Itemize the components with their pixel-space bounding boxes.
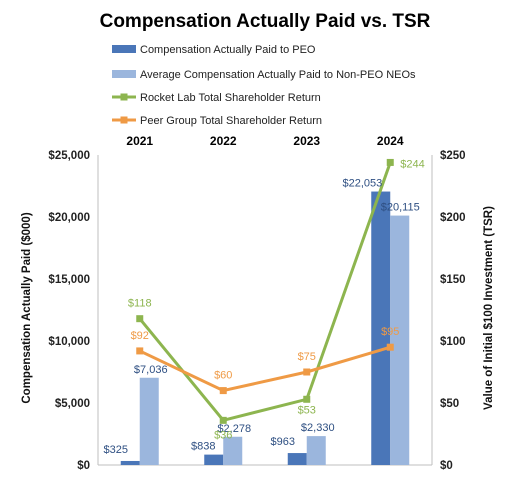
- axes: $0 $5,000 $10,000 $15,000 $20,000 $25,000 $0 $5…: [48, 134, 465, 472]
- chart-title: Compensation Actually Paid vs. TSR: [100, 11, 431, 32]
- bar-peo: [204, 454, 224, 465]
- rocket-lab-tsr-label: $244: [400, 158, 424, 170]
- bar-peo: [371, 191, 391, 466]
- y2-tick-label: $50: [440, 398, 459, 410]
- legend-swatch-0: [112, 45, 136, 53]
- bar-non-peo: [139, 377, 159, 465]
- y-tick-label: $15,000: [48, 274, 90, 286]
- legend: Compensation Actually Paid to PEO Average…: [112, 44, 416, 127]
- bar-peo: [120, 460, 140, 465]
- peer-group-tsr-label: $75: [298, 351, 316, 363]
- y-tick-label: $20,000: [48, 212, 90, 224]
- peer-group-tsr-point: [303, 368, 311, 376]
- x-category-label: 2023: [293, 134, 320, 148]
- legend-entry-0: Compensation Actually Paid to PEO: [140, 44, 316, 56]
- bar-label-non-peo: $7,036: [134, 364, 168, 376]
- bar-label-peo: $838: [191, 441, 215, 453]
- bar-non-peo: [390, 215, 410, 465]
- bar-non-peo: [223, 436, 243, 465]
- bars: [120, 191, 410, 466]
- y-tick-label: $25,000: [48, 150, 90, 162]
- bar-label-peo: $963: [271, 436, 295, 448]
- bar-label-non-peo: $2,278: [217, 423, 251, 435]
- y2-axis-label: Value of Initial $100 Investment (TSR): [483, 206, 495, 410]
- bar-non-peo: [306, 436, 326, 465]
- legend-entry-3: Peer Group Total Shareholder Return: [140, 115, 322, 127]
- legend-marker-3: [120, 116, 128, 124]
- y-axis-label: Compensation Actually Paid ($000): [21, 212, 33, 403]
- peer-group-tsr-point: [136, 347, 144, 355]
- rocket-lab-tsr-label: $36: [214, 429, 232, 441]
- rocket-lab-tsr-point: [136, 315, 144, 323]
- lines: [136, 158, 394, 424]
- bar-label-peo: $325: [104, 444, 128, 456]
- x-category-label: 2021: [126, 134, 153, 148]
- rocket-lab-tsr-point: [386, 158, 394, 166]
- y2-tick-label: $150: [440, 274, 466, 286]
- peer-group-tsr-label: $92: [131, 330, 149, 342]
- rocket-lab-tsr-label: $53: [298, 404, 316, 416]
- peer-group-tsr-point: [219, 387, 227, 395]
- bar-label-non-peo: $2,330: [301, 422, 335, 434]
- bar-label-peo: $22,053: [342, 178, 382, 190]
- y2-tick-label: $100: [440, 336, 466, 348]
- y-tick-label: $10,000: [48, 336, 90, 348]
- y2-tick-label: $200: [440, 212, 466, 224]
- legend-entry-2: Rocket Lab Total Shareholder Return: [140, 92, 321, 104]
- peer-group-tsr-label: $60: [214, 370, 232, 382]
- peer-group-tsr-line: [139, 345, 391, 393]
- rocket-lab-tsr-point: [219, 416, 227, 424]
- bar-peo: [287, 453, 307, 465]
- peer-group-tsr-point: [386, 343, 394, 351]
- legend-swatch-1: [112, 70, 136, 78]
- legend-marker-2: [120, 93, 128, 101]
- y-tick-label: $0: [77, 460, 90, 472]
- bar-label-non-peo: $20,115: [381, 202, 420, 214]
- peer-group-tsr-label: $95: [381, 326, 399, 338]
- y2-tick-label: $0: [440, 460, 453, 472]
- rocket-lab-tsr-label: $118: [128, 298, 152, 310]
- legend-entry-1: Average Compensation Actually Paid to No…: [140, 69, 416, 81]
- y2-tick-label: $250: [440, 150, 466, 162]
- data-labels: $325 $838 $963 $22,053 $7,036 $2,278 $2,330 $20…: [104, 158, 425, 456]
- x-category-label: 2024: [377, 134, 404, 148]
- rocket-lab-tsr-point: [303, 395, 311, 403]
- y-tick-label: $5,000: [55, 398, 90, 410]
- x-category-label: 2022: [210, 134, 237, 148]
